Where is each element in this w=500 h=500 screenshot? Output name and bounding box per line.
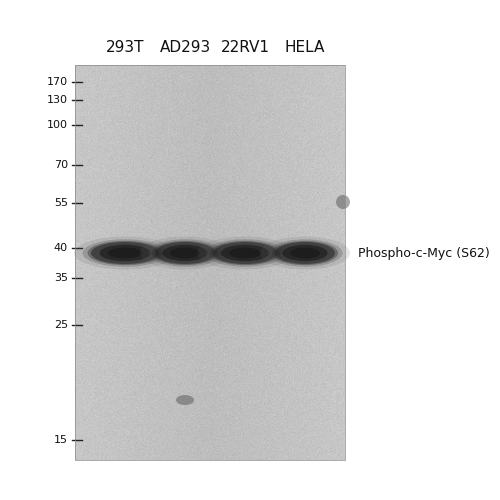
Ellipse shape	[170, 248, 200, 258]
Ellipse shape	[213, 242, 277, 264]
Ellipse shape	[155, 242, 215, 264]
Text: 100: 100	[47, 120, 68, 130]
Text: 55: 55	[54, 198, 68, 208]
Ellipse shape	[275, 242, 335, 264]
Ellipse shape	[336, 195, 350, 209]
Ellipse shape	[148, 240, 222, 267]
Text: 70: 70	[54, 160, 68, 170]
Ellipse shape	[82, 240, 168, 267]
Text: 35: 35	[54, 273, 68, 283]
Ellipse shape	[88, 241, 162, 265]
Text: 22RV1: 22RV1	[220, 40, 270, 55]
Ellipse shape	[74, 236, 176, 270]
Ellipse shape	[260, 236, 350, 270]
Ellipse shape	[229, 248, 261, 258]
Ellipse shape	[210, 241, 280, 265]
Ellipse shape	[91, 242, 159, 264]
Text: 40: 40	[54, 243, 68, 253]
Text: 15: 15	[54, 435, 68, 445]
Text: Phospho-c-Myc (S62): Phospho-c-Myc (S62)	[358, 246, 490, 260]
Text: 25: 25	[54, 320, 68, 330]
Bar	[75, 65, 345, 460]
Ellipse shape	[140, 236, 230, 270]
Ellipse shape	[205, 240, 285, 267]
Text: 170: 170	[47, 77, 68, 87]
Text: 293T: 293T	[106, 40, 144, 55]
Ellipse shape	[100, 244, 150, 261]
Ellipse shape	[152, 241, 218, 265]
Ellipse shape	[221, 244, 269, 261]
Ellipse shape	[282, 244, 328, 261]
Ellipse shape	[272, 241, 338, 265]
Ellipse shape	[176, 395, 194, 405]
Ellipse shape	[108, 248, 142, 258]
Text: AD293: AD293	[160, 40, 210, 55]
Text: 130: 130	[47, 95, 68, 105]
Text: HELA: HELA	[285, 40, 325, 55]
Ellipse shape	[268, 240, 342, 267]
Ellipse shape	[290, 248, 320, 258]
Ellipse shape	[162, 244, 208, 261]
Ellipse shape	[197, 236, 293, 270]
